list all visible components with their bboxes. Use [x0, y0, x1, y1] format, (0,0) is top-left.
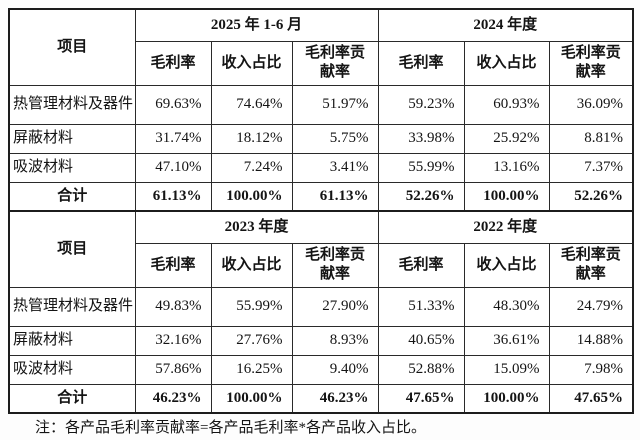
value-cell: 31.74% — [134, 123, 212, 154]
value-cell: 40.65% — [377, 325, 465, 356]
year-header-row: 项目 2023 年度 2022 年度 — [8, 210, 634, 288]
metric-header-cell: 毛利率贡 献率 — [548, 242, 634, 288]
value-cell: 47.65% — [548, 383, 634, 414]
value-cell: 36.61% — [463, 325, 550, 356]
value-cell: 18.12% — [210, 123, 293, 154]
table-row: 吸波材料 57.86% 16.25% 9.40% 52.88% 15.09% 7.98% — [8, 354, 634, 385]
value-cell: 51.97% — [291, 84, 379, 125]
value-cell: 14.88% — [548, 325, 634, 356]
metric-header-cell: 毛利率贡 献率 — [291, 40, 379, 86]
row-label-cell: 热管理材料及器件 — [8, 286, 136, 327]
value-cell: 7.37% — [548, 152, 634, 183]
value-cell: 55.99% — [210, 286, 293, 327]
value-cell: 8.81% — [548, 123, 634, 154]
value-cell: 100.00% — [463, 383, 550, 414]
value-cell: 55.99% — [377, 152, 465, 183]
row-label-cell: 合计 — [8, 181, 136, 212]
value-cell: 7.98% — [548, 354, 634, 385]
value-cell: 47.65% — [377, 383, 465, 414]
value-cell: 57.86% — [134, 354, 212, 385]
row-label-cell: 屏蔽材料 — [8, 123, 136, 154]
value-cell: 60.93% — [463, 84, 550, 125]
value-cell: 74.64% — [210, 84, 293, 125]
value-cell: 47.10% — [134, 152, 212, 183]
value-cell: 100.00% — [463, 181, 550, 212]
value-cell: 69.63% — [134, 84, 212, 125]
metric-header-cell: 收入占比 — [463, 40, 550, 86]
value-cell: 8.93% — [291, 325, 379, 356]
metric-header-cell: 收入占比 — [463, 242, 550, 288]
item-header-cell: 项目 — [8, 210, 136, 288]
totals-row: 合计 61.13% 100.00% 61.13% 52.26% 100.00% 52.26% — [8, 181, 634, 212]
value-cell: 61.13% — [291, 181, 379, 212]
value-cell: 51.33% — [377, 286, 465, 327]
metric-header-cell: 毛利率 — [134, 242, 212, 288]
item-header-cell: 项目 — [8, 8, 136, 86]
metric-header-row: 毛利率 收入占比 毛利率贡 献率 毛利率 收入占比 毛利率贡 献率 — [9, 242, 634, 288]
period-header-cell: 2023 年度 — [134, 210, 379, 244]
value-cell: 48.30% — [463, 286, 550, 327]
year-header-row: 项目 2025 年 1-6 月 2024 年度 — [8, 8, 634, 86]
value-cell: 100.00% — [210, 383, 293, 414]
row-label-cell: 吸波材料 — [8, 354, 136, 385]
metric-header-cell: 毛利率 — [377, 40, 465, 86]
value-cell: 46.23% — [134, 383, 212, 414]
value-cell: 61.13% — [134, 181, 212, 212]
metric-header-cell: 毛利率贡 献率 — [291, 242, 379, 288]
value-cell: 13.16% — [463, 152, 550, 183]
value-cell: 33.98% — [377, 123, 465, 154]
row-label-cell: 屏蔽材料 — [8, 325, 136, 356]
value-cell: 25.92% — [463, 123, 550, 154]
metric-header-row: 毛利率 收入占比 毛利率贡 献率 毛利率 收入占比 毛利率贡 献率 — [9, 40, 634, 86]
value-cell: 16.25% — [210, 354, 293, 385]
table-row: 屏蔽材料 32.16% 27.76% 8.93% 40.65% 36.61% 14.88% — [8, 325, 634, 356]
metric-header-cell: 收入占比 — [210, 40, 293, 86]
table-row: 热管理材料及器件 69.63% 74.64% 51.97% 59.23% 60.93% 36… — [8, 84, 634, 125]
table-row: 热管理材料及器件 49.83% 55.99% 27.90% 51.33% 48.30% 24… — [8, 286, 634, 327]
value-cell: 49.83% — [134, 286, 212, 327]
row-label-cell: 合计 — [8, 383, 136, 414]
totals-row: 合计 46.23% 100.00% 46.23% 47.65% 100.00% 47.65% — [8, 383, 634, 414]
margin-table-2023-2022: 项目 2023 年度 2022 年度 毛利率 收入占比 毛利率贡 献率 毛利率 … — [8, 210, 635, 414]
period-header-cell: 2024 年度 — [377, 8, 634, 42]
value-cell: 59.23% — [377, 84, 465, 125]
value-cell: 27.90% — [291, 286, 379, 327]
metric-header-cell: 毛利率 — [134, 40, 212, 86]
period-header-cell: 2025 年 1-6 月 — [134, 8, 379, 42]
value-cell: 52.26% — [548, 181, 634, 212]
metric-header-cell: 收入占比 — [210, 242, 293, 288]
row-label-cell: 吸波材料 — [8, 152, 136, 183]
value-cell: 9.40% — [291, 354, 379, 385]
value-cell: 24.79% — [548, 286, 634, 327]
value-cell: 7.24% — [210, 152, 293, 183]
period-header-cell: 2022 年度 — [377, 210, 634, 244]
value-cell: 36.09% — [548, 84, 634, 125]
row-label-cell: 热管理材料及器件 — [8, 84, 136, 125]
value-cell: 5.75% — [291, 123, 379, 154]
value-cell: 32.16% — [134, 325, 212, 356]
value-cell: 15.09% — [463, 354, 550, 385]
value-cell: 52.26% — [377, 181, 465, 212]
value-cell: 52.88% — [377, 354, 465, 385]
value-cell: 3.41% — [291, 152, 379, 183]
value-cell: 27.76% — [210, 325, 293, 356]
value-cell: 46.23% — [291, 383, 379, 414]
metric-header-cell: 毛利率贡 献率 — [548, 40, 634, 86]
table-row: 吸波材料 47.10% 7.24% 3.41% 55.99% 13.16% 7.37% — [8, 152, 634, 183]
value-cell: 100.00% — [210, 181, 293, 212]
table-row: 屏蔽材料 31.74% 18.12% 5.75% 33.98% 25.92% 8.81% — [8, 123, 634, 154]
margin-table-2025-2024: 项目 2025 年 1-6 月 2024 年度 毛利率 收入占比 毛利率贡 献率… — [8, 8, 635, 212]
footnote: 注：各产品毛利率贡献率=各产品毛利率*各产品收入占比。 — [35, 420, 426, 436]
metric-header-cell: 毛利率 — [377, 242, 465, 288]
